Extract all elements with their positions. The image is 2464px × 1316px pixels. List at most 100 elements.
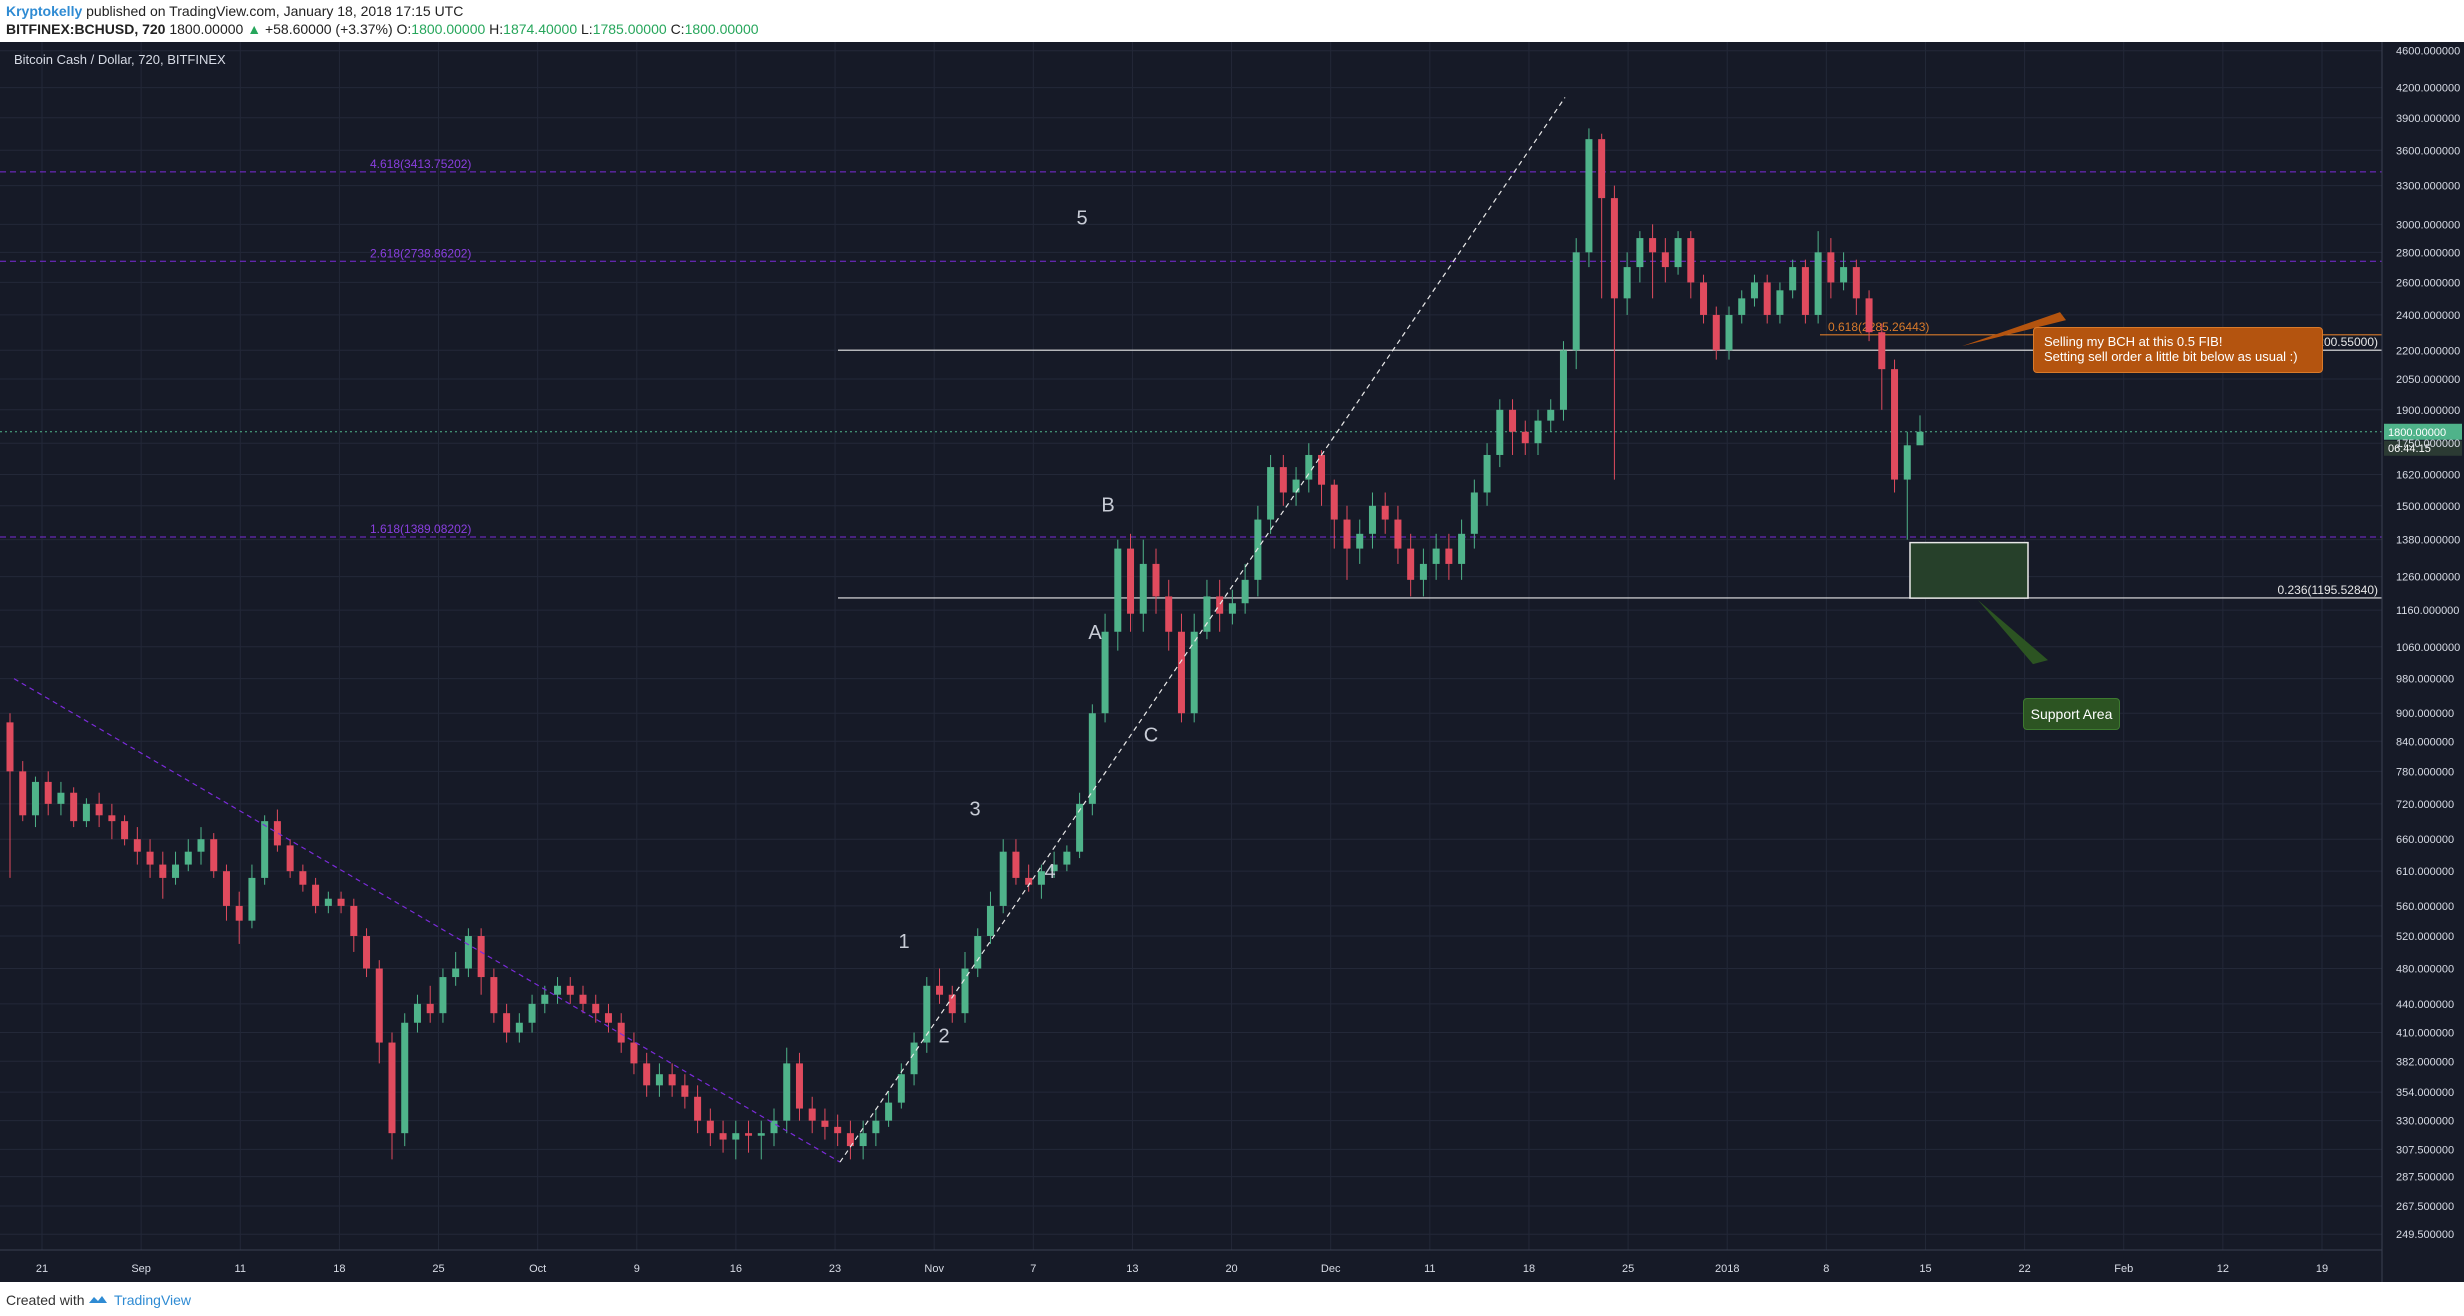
candle-body [1088, 713, 1096, 804]
candle-body [732, 1133, 740, 1140]
y-tick-label: 2400.000000 [2396, 310, 2460, 322]
candle-body [1279, 467, 1287, 493]
candle-body [1241, 579, 1249, 604]
wave-label-3: 3 [969, 798, 980, 820]
candle-body [1407, 548, 1415, 580]
y-tick-label: 3300.000000 [2396, 181, 2460, 193]
chart-title: Bitcoin Cash / Dollar, 720, BITFINEX [14, 52, 226, 67]
candle-body [452, 968, 460, 978]
x-tick-label: 12 [2217, 1263, 2229, 1275]
x-tick-label: 21 [36, 1263, 48, 1275]
last-price: 1800.00000 [169, 21, 244, 37]
candle-body [1432, 548, 1440, 564]
candle-body [146, 851, 154, 865]
low-value: 1785.00000 [592, 21, 667, 37]
candle-body [681, 1085, 689, 1097]
candle-body [795, 1063, 803, 1109]
candle-body [248, 877, 256, 921]
candle-body [1012, 851, 1020, 878]
candle-body [1700, 282, 1708, 315]
candle-body [222, 871, 230, 906]
candle-body [235, 905, 243, 921]
candle-body [617, 1022, 625, 1043]
candle-body [1050, 864, 1058, 872]
x-tick-label: 2018 [1715, 1263, 1739, 1275]
candle-body [299, 871, 307, 885]
x-tick-label: Sep [131, 1263, 151, 1275]
candle-body [44, 781, 52, 804]
candle-body [1623, 267, 1631, 299]
candle-body [57, 792, 65, 804]
y-tick-label: 780.000000 [2396, 766, 2454, 778]
x-tick-label: 8 [1823, 1263, 1829, 1275]
candle-body [706, 1120, 714, 1134]
candle-body [783, 1063, 791, 1121]
candlestick-chart[interactable]: 4.618(3413.75202) 2.618(2738.86202) 1.618(… [0, 42, 2464, 1282]
y-tick-label: 249.500000 [2396, 1229, 2454, 1241]
y-tick-label: 382.000000 [2396, 1056, 2454, 1068]
y-tick-label: 1160.000000 [2396, 605, 2459, 617]
candle-body [401, 1022, 409, 1134]
y-tick-label: 4600.000000 [2396, 46, 2460, 58]
candle-body [1165, 596, 1173, 632]
candle-body [312, 884, 320, 906]
candle-body [197, 839, 205, 852]
candle-body [1496, 409, 1504, 455]
candle-body [936, 985, 944, 995]
candle-body [1305, 454, 1313, 480]
candle-body [1789, 267, 1797, 291]
y-tick-label: 267.500000 [2396, 1201, 2454, 1213]
candle-body [1343, 519, 1351, 549]
candle-body [184, 851, 192, 865]
y-tick-label: 2600.000000 [2396, 277, 2460, 289]
candle-body [668, 1074, 676, 1086]
chart-header: Kryptokelly published on TradingView.com… [0, 0, 2464, 42]
candle-body [1776, 290, 1784, 315]
sell-callout[interactable]: Selling my BCH at this 0.5 FIB! Setting … [2033, 327, 2323, 373]
y-tick-label: 610.000000 [2396, 866, 2454, 878]
candle-body [566, 985, 574, 995]
candle-body [1916, 431, 1924, 446]
candle-body [923, 985, 931, 1043]
fib-extension-label: 1.618(1389.08202) [370, 522, 471, 536]
x-tick-label: 18 [1523, 1263, 1535, 1275]
close-label: C: [670, 21, 685, 37]
y-tick-label: 840.000000 [2396, 736, 2454, 748]
price-change: +58.60000 (+3.37%) [264, 21, 393, 37]
support-callout-pointer [1978, 600, 2048, 665]
author-link[interactable]: Kryptokelly [6, 3, 83, 19]
candle-body [1827, 252, 1835, 283]
x-tick-label: 16 [730, 1263, 742, 1275]
publish-line: Kryptokelly published on TradingView.com… [6, 3, 463, 19]
candle-body [1636, 238, 1644, 268]
candle-body [95, 803, 103, 816]
candle-body [375, 968, 383, 1043]
candle-body [337, 898, 345, 906]
x-tick-label: 13 [1126, 1263, 1138, 1275]
candle-body [745, 1133, 753, 1136]
y-tick-label: 354.000000 [2396, 1087, 2454, 1099]
candle-body [1190, 631, 1198, 714]
candle-body [1903, 445, 1911, 480]
y-tick-label: 4200.000000 [2396, 83, 2460, 95]
candle-body [1037, 871, 1045, 885]
candle-series [6, 128, 1924, 1160]
candle-body [1687, 238, 1695, 283]
candle-body [859, 1133, 867, 1147]
candle-body [694, 1096, 702, 1121]
x-tick-label: 19 [2316, 1263, 2328, 1275]
candle-body [1076, 803, 1084, 852]
ohlc-line: BITFINEX:BCHUSD, 720 1800.00000 ▲ +58.60… [6, 21, 759, 37]
candle-body [1445, 548, 1453, 564]
candle-body [1840, 267, 1848, 283]
grid-lines [0, 42, 2382, 1250]
open-label: O: [396, 21, 412, 37]
support-callout[interactable]: Support Area [2023, 698, 2120, 730]
x-tick-label: 7 [1030, 1263, 1036, 1275]
candle-body [121, 821, 129, 840]
chart-area[interactable]: 4.618(3413.75202) 2.618(2738.86202) 1.618(… [0, 42, 2464, 1282]
candle-body [1725, 314, 1733, 351]
sell-callout-line2: Setting sell order a little bit below as… [2044, 349, 2298, 364]
y-tick-label: 3600.000000 [2396, 145, 2460, 157]
tradingview-link[interactable]: TradingView [114, 1292, 192, 1308]
